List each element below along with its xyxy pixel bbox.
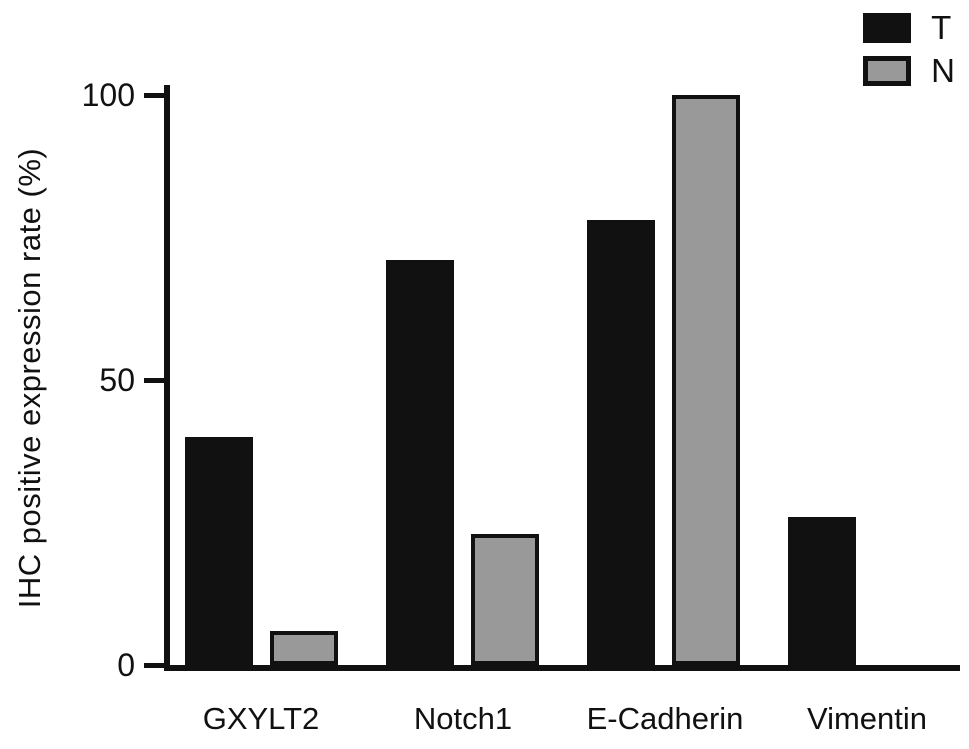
y-axis-line [164, 85, 170, 671]
x-category-label-gxylt2: GXYLT2 [202, 701, 320, 736]
bar-n-e-cadherin [672, 95, 740, 665]
bar-t-vimentin [788, 517, 856, 665]
bar-n-gxylt2 [270, 631, 338, 665]
y-tick-mark-0 [144, 663, 164, 668]
legend: T N [863, 9, 955, 98]
x-axis-line [164, 665, 960, 671]
bar-n-notch1 [471, 534, 539, 665]
legend-swatch-t [863, 13, 912, 43]
y-tick-label-100: 100 [81, 77, 135, 113]
legend-label-t: T [931, 9, 952, 46]
x-category-label-notch1: Notch1 [413, 701, 513, 736]
legend-row-n: N [863, 52, 955, 89]
legend-swatch-n [863, 56, 912, 86]
bar-t-gxylt2 [185, 437, 253, 665]
legend-row-t: T [863, 9, 955, 46]
plot-area [164, 85, 960, 671]
x-category-label-vimentin: Vimentin [806, 701, 928, 736]
bar-t-e-cadherin [587, 220, 655, 665]
y-tick-mark-100 [144, 93, 164, 98]
y-axis-title: IHC positive expression rate (%) [12, 147, 47, 609]
y-tick-mark-50 [144, 378, 164, 383]
y-tick-label-0: 0 [117, 647, 135, 683]
legend-label-n: N [931, 52, 955, 89]
bar-t-notch1 [386, 260, 454, 665]
x-category-label-ecadherin: E-Cadherin [586, 701, 744, 736]
y-tick-label-50: 50 [99, 362, 135, 398]
